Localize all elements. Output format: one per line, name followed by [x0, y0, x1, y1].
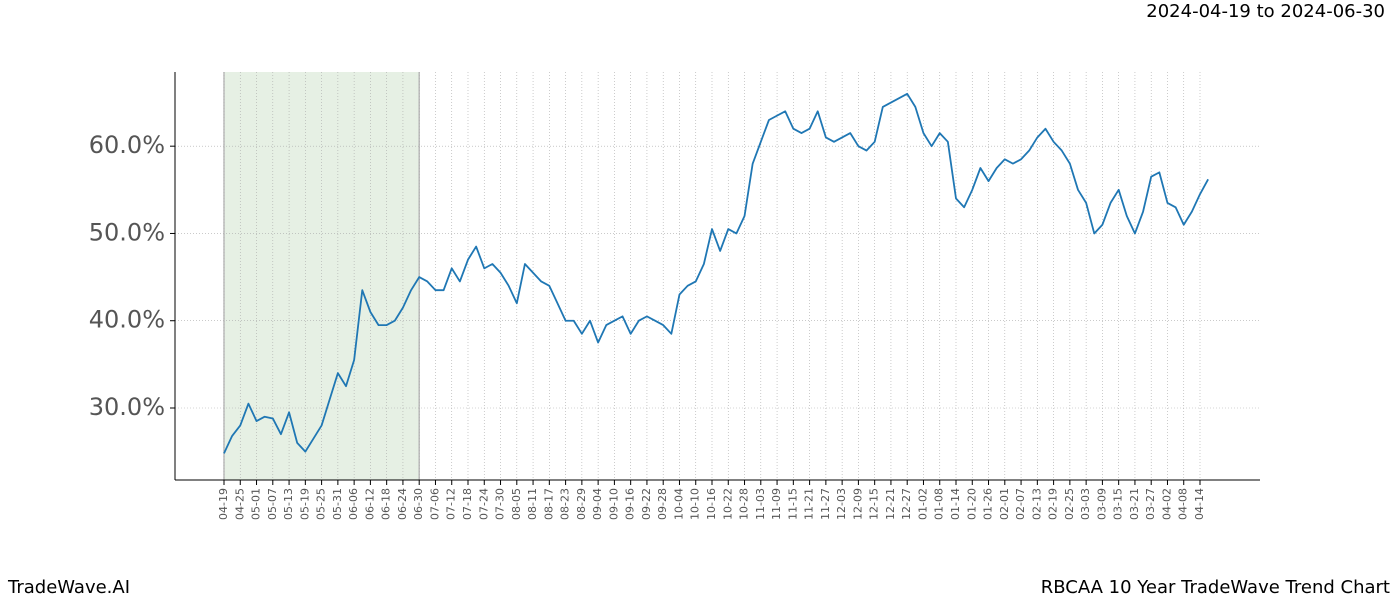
- x-tick-label: 06-24: [396, 488, 409, 520]
- y-tick-label: 40.0%: [89, 306, 165, 334]
- x-tick-label: 11-27: [819, 488, 832, 520]
- x-tick-label: 02-13: [1030, 488, 1043, 520]
- x-tick-label: 09-16: [624, 488, 637, 520]
- x-tick-label: 07-24: [477, 488, 490, 520]
- x-tick-label: 08-29: [575, 488, 588, 520]
- x-tick-label: 03-09: [1095, 488, 1108, 520]
- x-tick-label: 03-03: [1079, 488, 1092, 520]
- x-tick-label: 05-13: [282, 488, 295, 520]
- x-tick-label: 01-14: [949, 488, 962, 520]
- x-tick-label: 07-30: [494, 488, 507, 520]
- x-tick-label: 04-02: [1160, 488, 1173, 520]
- x-tick-label: 02-07: [1014, 488, 1027, 520]
- x-tick-label: 06-18: [380, 488, 393, 520]
- x-tick-label: 11-15: [786, 488, 799, 520]
- x-tick-label: 03-15: [1112, 488, 1125, 520]
- chart-title: 2024-04-19 to 2024-06-30: [1146, 1, 1385, 22]
- x-tick-label: 08-17: [542, 488, 555, 520]
- x-tick-label: 05-19: [298, 488, 311, 520]
- x-tick-label: 12-15: [868, 488, 881, 520]
- x-tick-label: 02-19: [1047, 488, 1060, 520]
- x-tick-label: 08-11: [526, 488, 539, 520]
- x-tick-label: 01-08: [933, 488, 946, 520]
- x-tick-label: 09-28: [656, 488, 669, 520]
- x-tick-label: 11-09: [770, 488, 783, 520]
- x-tick-label: 12-09: [851, 488, 864, 520]
- x-tick-label: 04-25: [233, 488, 246, 520]
- x-tick-label: 09-22: [640, 488, 653, 520]
- x-tick-label: 11-21: [803, 488, 816, 520]
- x-tick-label: 07-18: [461, 488, 474, 520]
- x-tick-label: 12-03: [835, 488, 848, 520]
- x-tick-label: 11-03: [754, 488, 767, 520]
- x-tick-label: 10-16: [705, 488, 718, 520]
- x-tick-label: 10-22: [721, 488, 734, 520]
- x-tick-label: 12-27: [900, 488, 913, 520]
- x-tick-label: 10-28: [738, 488, 751, 520]
- x-tick-label: 05-25: [315, 488, 328, 520]
- x-tick-label: 01-02: [916, 488, 929, 520]
- x-tick-label: 12-21: [884, 488, 897, 520]
- x-tick-label: 06-12: [363, 488, 376, 520]
- x-tick-label: 04-19: [217, 488, 230, 520]
- x-tick-label: 03-21: [1128, 488, 1141, 520]
- y-tick-label: 30.0%: [89, 393, 165, 421]
- footer-right: RBCAA 10 Year TradeWave Trend Chart: [1041, 577, 1390, 598]
- x-tick-label: 10-04: [672, 488, 685, 520]
- x-tick-label: 02-25: [1063, 488, 1076, 520]
- x-tick-label: 01-26: [982, 488, 995, 520]
- series-line: [223, 92, 1209, 454]
- footer-left: TradeWave.AI: [7, 577, 130, 598]
- x-tick-label: 05-01: [250, 488, 263, 520]
- y-tick-label: 60.0%: [89, 131, 165, 159]
- x-tick-label: 09-04: [591, 488, 604, 520]
- x-tick-label: 05-31: [331, 488, 344, 520]
- y-tick-label: 50.0%: [89, 218, 165, 246]
- x-tick-label: 05-07: [266, 488, 279, 520]
- x-tick-label: 03-27: [1144, 488, 1157, 520]
- x-tick-label: 09-10: [607, 488, 620, 520]
- x-tick-label: 10-10: [689, 488, 702, 520]
- x-tick-label: 07-06: [428, 488, 441, 520]
- x-tick-label: 04-14: [1193, 488, 1206, 520]
- x-tick-label: 01-20: [965, 488, 978, 520]
- x-tick-label: 08-05: [510, 488, 523, 520]
- x-tick-label: 08-23: [559, 488, 572, 520]
- x-tick-label: 04-08: [1177, 488, 1190, 520]
- x-tick-label: 06-06: [347, 488, 360, 520]
- x-tick-label: 06-30: [412, 488, 425, 520]
- x-tick-label: 07-12: [445, 488, 458, 520]
- x-tick-label: 02-01: [998, 488, 1011, 520]
